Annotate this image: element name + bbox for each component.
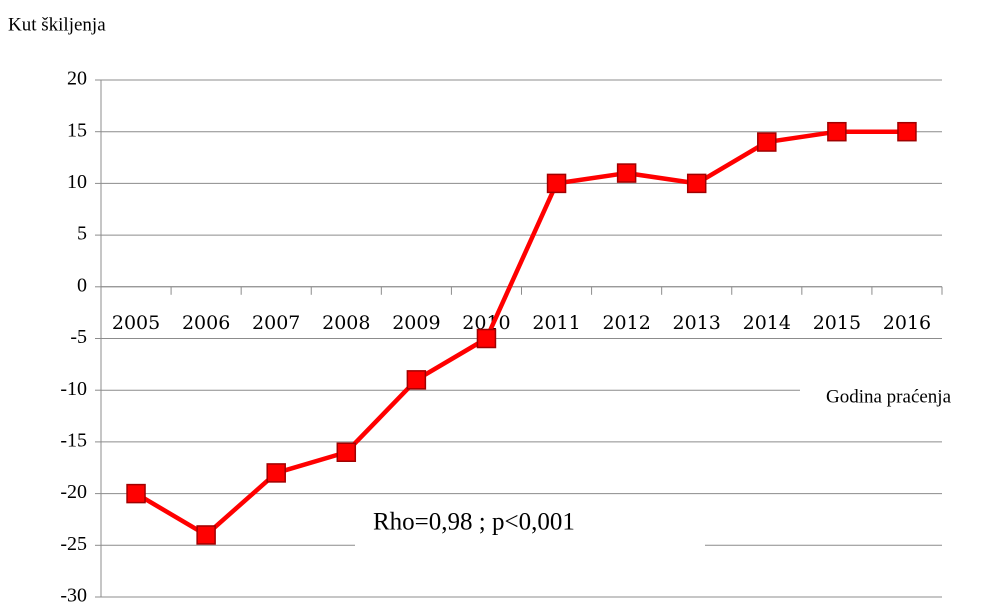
x-tick-label: 2016 — [883, 312, 931, 334]
x-tick-label: 2006 — [182, 312, 230, 334]
marker — [616, 163, 637, 183]
x-tick-label: 2005 — [112, 312, 160, 334]
marker — [897, 121, 917, 142]
x-tick-label: 2008 — [322, 312, 370, 334]
y-tick-label: -15 — [60, 429, 87, 451]
x-tick-label: 2013 — [673, 312, 721, 334]
y-axis-title: Kut škiljenja — [8, 14, 106, 35]
x-tick-label: 2014 — [743, 312, 791, 334]
marker — [757, 132, 777, 152]
x-axis-title: Godina praćenja — [826, 386, 952, 407]
x-tick-label: 2010 — [462, 312, 510, 334]
marker — [827, 121, 847, 142]
y-tick-label: 5 — [77, 223, 87, 245]
marker — [336, 442, 357, 462]
x-tick-label: 2011 — [532, 312, 580, 334]
x-tick-label: 2009 — [392, 312, 440, 334]
annotation: Rho=0,98 ; p<0,001 — [373, 509, 575, 536]
y-tick-label: -10 — [60, 378, 87, 400]
marker — [406, 370, 427, 390]
marker — [126, 483, 146, 504]
y-tick-label: -5 — [70, 326, 87, 348]
y-tick-label: -25 — [60, 533, 87, 555]
y-tick-label: 0 — [77, 274, 87, 296]
marker — [196, 525, 216, 545]
marker — [476, 328, 497, 349]
line — [134, 129, 907, 538]
marker — [686, 173, 707, 194]
annotation-background — [355, 500, 705, 550]
x-tick-label: 2015 — [813, 312, 861, 334]
y-tick-label: 20 — [67, 68, 87, 90]
y-tick-label: -20 — [60, 481, 87, 503]
marker — [546, 173, 567, 194]
marker — [266, 463, 286, 483]
x-tick-label: 2007 — [252, 312, 300, 334]
x-tick-label: 2012 — [602, 312, 650, 334]
y-tick-label: 15 — [67, 119, 87, 141]
y-tick-label: -30 — [60, 585, 87, 606]
x-axis-title-background — [800, 380, 1002, 416]
y-tick-label: 10 — [67, 171, 87, 193]
